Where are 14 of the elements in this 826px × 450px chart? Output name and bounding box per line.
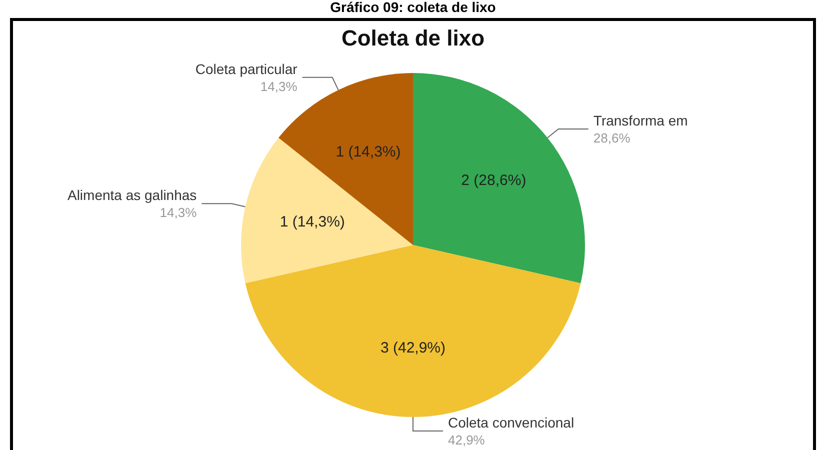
data-label: 1 (14,3%) xyxy=(280,214,345,231)
text: 28,6% xyxy=(593,130,630,146)
text: 14,3% xyxy=(260,78,298,94)
slice-label: Transforma em xyxy=(593,112,688,129)
slice-label: Coleta particular xyxy=(195,60,298,77)
text: Gráfico 09: coleta de lixo xyxy=(330,0,496,15)
text: 42,9% xyxy=(448,432,485,448)
data-label: 1 (14,3%) xyxy=(336,144,401,161)
data-label: 3 (42,9%) xyxy=(380,340,446,357)
text: 14,3% xyxy=(160,205,197,220)
slice-label: Alimenta as galinhas xyxy=(67,187,197,204)
slice-label: Coleta convencional xyxy=(448,414,574,430)
chart-title: Coleta de lixo xyxy=(341,26,485,50)
data-label: 2 (28,6%) xyxy=(461,172,526,190)
